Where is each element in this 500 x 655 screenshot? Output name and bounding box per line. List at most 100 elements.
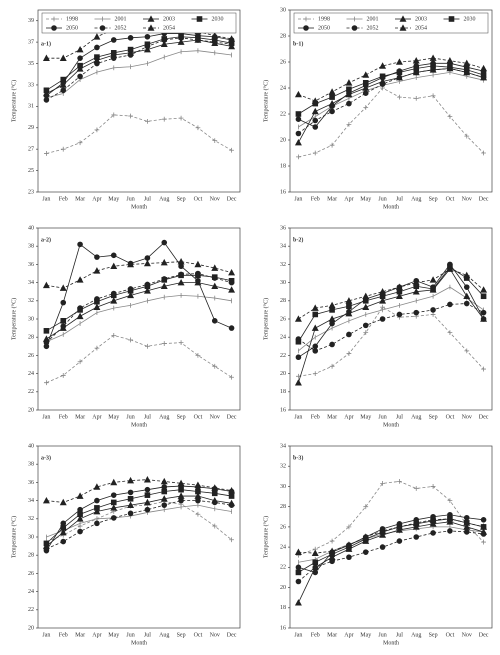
marker <box>77 140 83 146</box>
x-tick-label: Mar <box>75 196 85 202</box>
x-tick-label: Apr <box>344 196 353 202</box>
series-line <box>46 36 232 91</box>
marker <box>195 270 201 277</box>
marker <box>362 533 370 540</box>
y-tick-label: 36 <box>280 225 286 231</box>
marker <box>127 501 135 508</box>
marker <box>447 528 453 534</box>
marker <box>395 526 403 533</box>
y-tick-label: 16 <box>280 189 286 195</box>
series-line <box>46 261 232 289</box>
marker <box>127 286 134 292</box>
marker <box>127 476 135 484</box>
y-tick-label: 32 <box>28 298 34 304</box>
marker <box>329 558 335 565</box>
marker <box>77 241 83 248</box>
marker <box>295 111 302 117</box>
y-tick-label: 40 <box>28 443 34 449</box>
marker <box>110 297 118 304</box>
marker <box>447 114 453 119</box>
y-tick-label: 32 <box>280 464 286 470</box>
marker <box>430 93 436 99</box>
series-line <box>46 501 232 542</box>
marker <box>127 495 134 502</box>
marker <box>379 297 387 304</box>
y-tick-label: 26 <box>280 316 286 322</box>
marker <box>60 146 66 152</box>
y-tick-label: 32 <box>280 262 286 268</box>
x-axis-label: Month <box>383 422 399 428</box>
marker <box>160 477 168 485</box>
marker <box>195 37 201 43</box>
marker <box>43 87 50 94</box>
marker <box>481 539 486 545</box>
series-line <box>46 273 232 343</box>
marker <box>128 113 133 119</box>
marker <box>379 74 386 81</box>
marker <box>211 264 219 271</box>
marker <box>60 299 67 306</box>
marker <box>412 278 420 286</box>
marker <box>303 25 309 31</box>
marker <box>312 124 319 130</box>
marker <box>51 16 57 22</box>
x-tick-label: Jul <box>144 632 151 638</box>
marker <box>463 271 471 279</box>
y-tick-label: 26 <box>28 353 34 359</box>
y-axis-label: Temperature (°C) <box>10 298 17 340</box>
marker <box>212 138 218 144</box>
series-line <box>298 521 484 603</box>
marker <box>412 519 420 526</box>
marker <box>94 44 100 51</box>
marker <box>294 90 302 98</box>
series-line <box>46 504 232 538</box>
marker <box>76 312 84 320</box>
marker <box>380 481 385 486</box>
marker <box>295 130 302 137</box>
legend-label: 2003 <box>163 16 175 22</box>
marker <box>346 351 352 356</box>
x-tick-label: Jan <box>294 196 302 202</box>
legend-label: 2030 <box>212 16 224 22</box>
marker <box>413 486 419 491</box>
x-tick-label: Dec <box>227 632 237 638</box>
y-tick-label: 24 <box>280 544 286 550</box>
marker <box>413 69 420 76</box>
marker <box>480 286 488 293</box>
marker <box>94 520 100 527</box>
marker <box>346 524 352 530</box>
y-tick-label: 22 <box>280 111 286 117</box>
marker <box>94 296 100 302</box>
x-tick-label: Sep <box>177 632 186 638</box>
x-tick-label: Sep <box>429 196 438 202</box>
marker <box>464 133 470 139</box>
marker <box>60 373 66 378</box>
marker <box>110 290 117 297</box>
marker <box>211 39 218 45</box>
y-tick-label: 16 <box>280 407 286 413</box>
marker <box>362 549 369 555</box>
marker <box>351 25 358 31</box>
marker <box>43 328 50 334</box>
plot-frame <box>289 9 493 193</box>
x-tick-label: Feb <box>59 196 68 202</box>
marker <box>312 564 319 571</box>
marker <box>228 325 235 331</box>
marker <box>396 68 403 74</box>
marker <box>77 511 83 518</box>
series-line <box>298 303 484 352</box>
y-tick-label: 34 <box>280 443 286 449</box>
marker <box>311 304 319 311</box>
y-tick-label: 18 <box>280 163 286 169</box>
x-tick-label: Jun <box>378 632 386 638</box>
marker <box>480 293 487 300</box>
x-tick-label: Jan <box>294 414 302 420</box>
x-tick-label: Dec <box>227 196 237 202</box>
marker <box>295 564 302 571</box>
series-line <box>298 514 484 573</box>
marker <box>178 263 184 270</box>
marker <box>396 311 403 318</box>
marker <box>430 312 436 317</box>
series-line <box>298 266 484 342</box>
